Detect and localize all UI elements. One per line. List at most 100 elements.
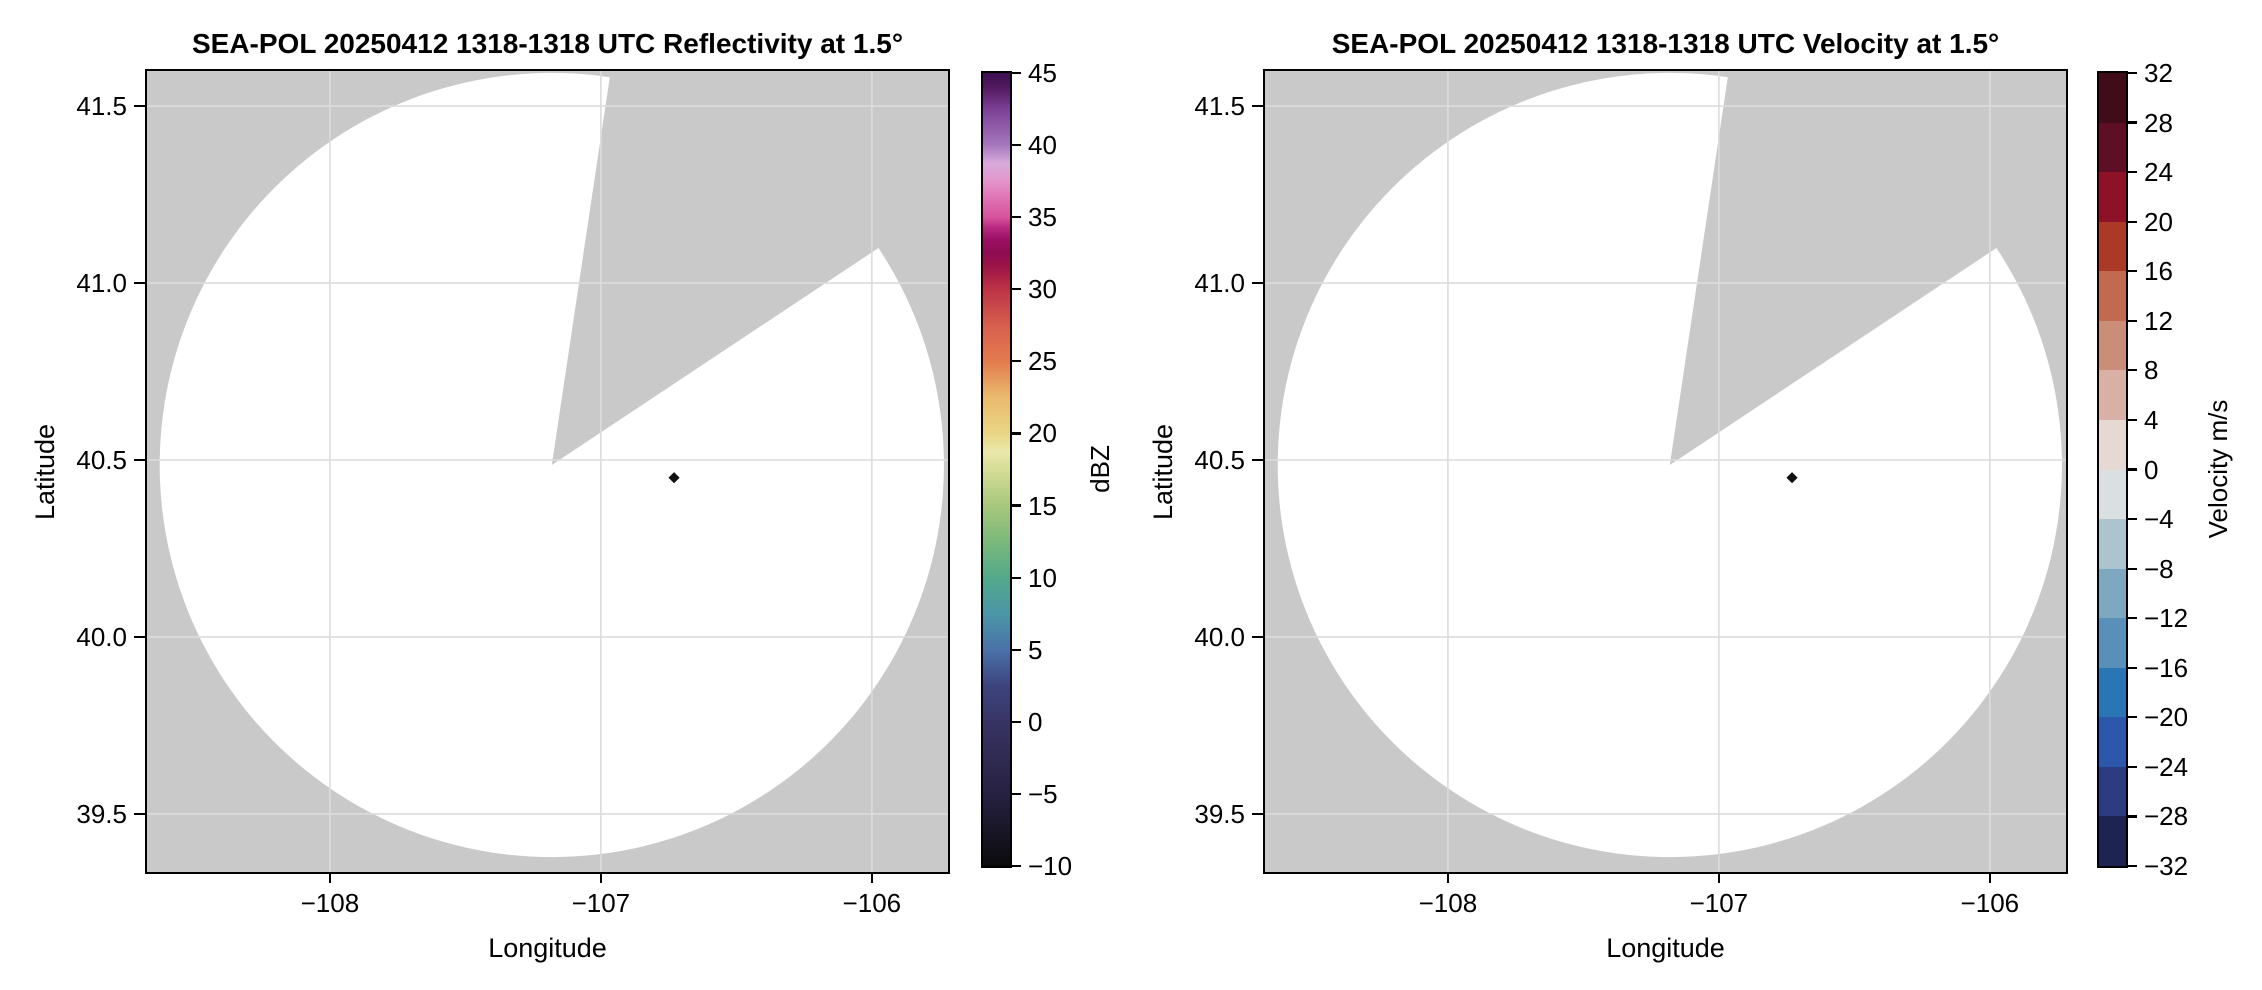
x-axis-tick-label: −108 <box>1418 888 1478 918</box>
colorbar-band <box>2099 122 2126 173</box>
reflectivity-x-axis-label: Longitude <box>488 933 607 963</box>
y-axis-tick <box>134 104 145 108</box>
colorbar-tick-label: 20 <box>1028 418 1057 449</box>
colorbar-tick-label: 45 <box>1028 58 1057 88</box>
colorbar-band <box>2099 816 2126 866</box>
colorbar-tick <box>2128 567 2137 570</box>
velocity-colorbar <box>2097 71 2128 868</box>
x-axis-tick-label: −108 <box>300 888 360 918</box>
colorbar-tick-label: 30 <box>1028 274 1057 305</box>
y-axis-tick-label: 41.5 <box>76 91 127 122</box>
echo-point-marker <box>1786 472 1798 484</box>
colorbar-tick <box>2128 765 2137 768</box>
colorbar-tick <box>2128 270 2137 273</box>
colorbar-tick <box>1012 648 1021 651</box>
y-axis-tick <box>1252 812 1263 816</box>
reflectivity-plot-area <box>145 69 950 874</box>
colorbar-tick-label: −5 <box>1028 778 1058 809</box>
colorbar-band <box>2099 568 2126 619</box>
velocity-plot-area <box>1263 69 2068 874</box>
colorbar-tick-label: 8 <box>2144 355 2159 386</box>
colorbar-band <box>2099 320 2126 371</box>
colorbar-band <box>2099 469 2126 520</box>
colorbar-band <box>2099 221 2126 272</box>
colorbar-tick-label: 15 <box>1028 490 1057 521</box>
colorbar-tick-label: −24 <box>2144 751 2189 782</box>
colorbar-tick <box>1012 216 1021 219</box>
colorbar-tick <box>1012 288 1021 291</box>
x-axis-tick <box>1717 872 1720 883</box>
colorbar-band <box>2099 271 2126 321</box>
colorbar-tick-label: −12 <box>2144 603 2189 634</box>
colorbar-tick <box>1012 864 1021 868</box>
y-axis-tick <box>134 458 145 462</box>
colorbar-band <box>2099 519 2126 569</box>
colorbar-band <box>2099 766 2126 817</box>
reflectivity-title: SEA-POL 20250412 1318-1318 UTC Reflectiv… <box>191 28 904 59</box>
colorbar-tick <box>2128 220 2137 223</box>
colorbar-tick-label: 20 <box>2144 206 2173 237</box>
colorbar-tick-label: 24 <box>2144 157 2173 188</box>
colorbar-tick <box>2128 71 2137 75</box>
colorbar-band <box>2099 618 2126 668</box>
radar-scan-canvas <box>1265 71 2066 872</box>
x-axis-tick <box>1988 872 1991 883</box>
y-axis-tick-label: 41.0 <box>1194 268 1245 299</box>
x-axis-tick-label: −107 <box>1689 888 1749 918</box>
colorbar-tick-label: −4 <box>2144 504 2174 535</box>
colorbar-tick-label: 10 <box>1028 562 1057 593</box>
y-axis-tick-label: 40.0 <box>76 621 127 652</box>
colorbar-tick <box>1012 720 1021 723</box>
colorbar-tick-label: 0 <box>2144 454 2159 485</box>
colorbar-tick-label: −16 <box>2144 652 2189 683</box>
colorbar-tick <box>1012 792 1021 795</box>
x-axis-tick-label: −106 <box>1960 888 2020 918</box>
colorbar-tick <box>2128 418 2137 422</box>
colorbar-band <box>2099 667 2126 718</box>
y-axis-tick-label: 39.5 <box>76 798 127 829</box>
colorbar-tick-label: 32 <box>2144 58 2173 88</box>
radar-scan-canvas <box>147 71 948 872</box>
colorbar-tick <box>2128 468 2137 471</box>
y-axis-tick <box>1252 104 1263 108</box>
colorbar-tick-label: 28 <box>2144 107 2173 138</box>
y-axis-tick-label: 41.5 <box>1194 91 1245 122</box>
x-axis-tick <box>1446 872 1449 883</box>
colorbar-band <box>2099 73 2126 123</box>
y-axis-tick <box>1252 635 1263 639</box>
colorbar-tick <box>2128 121 2137 124</box>
colorbar-tick-label: 40 <box>1028 130 1057 161</box>
reflectivity-colorbar <box>981 71 1012 868</box>
y-axis-tick-label: 40.0 <box>1194 621 1245 652</box>
colorbar-tick <box>2128 171 2137 174</box>
colorbar-tick <box>2128 815 2137 818</box>
colorbar-tick-label: −8 <box>2144 553 2174 584</box>
colorbar-tick-label: 0 <box>1028 706 1043 737</box>
colorbar-tick-label: 5 <box>1028 634 1043 665</box>
y-axis-tick-label: 40.5 <box>1194 444 1245 475</box>
colorbar-tick-label: −32 <box>2144 851 2189 881</box>
x-axis-tick <box>870 872 873 883</box>
colorbar-band <box>2099 172 2126 222</box>
x-axis-tick-label: −106 <box>842 888 902 918</box>
x-axis-tick <box>328 872 331 883</box>
y-axis-tick <box>134 281 145 285</box>
y-axis-tick-label: 40.5 <box>76 444 127 475</box>
colorbar-tick <box>1012 143 1021 147</box>
colorbar-tick <box>1012 504 1021 507</box>
y-axis-tick <box>134 812 145 816</box>
colorbar-tick <box>1012 360 1021 363</box>
colorbar-band <box>2099 419 2126 470</box>
colorbar-tick <box>2128 319 2137 322</box>
radar-coverage-disc <box>159 72 944 858</box>
echo-point-marker <box>668 472 680 484</box>
colorbar-tick-label: 16 <box>2144 256 2173 287</box>
colorbar-band <box>2099 717 2126 767</box>
colorbar-band <box>2099 370 2126 420</box>
colorbar-tick <box>1012 432 1021 435</box>
x-axis-tick <box>599 872 602 883</box>
colorbar-tick <box>2128 369 2137 372</box>
y-axis-tick <box>134 635 145 639</box>
colorbar-tick-label: −20 <box>2144 702 2189 733</box>
